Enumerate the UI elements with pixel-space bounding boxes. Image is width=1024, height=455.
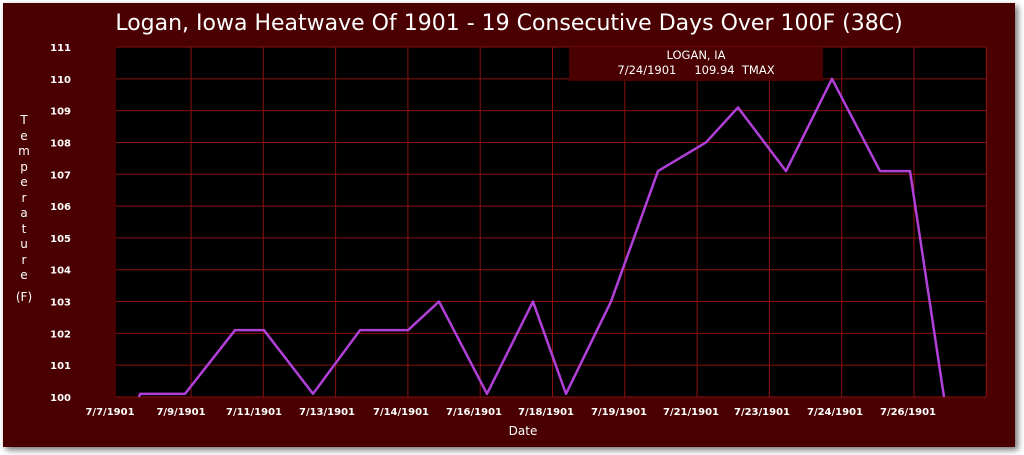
x-tick-label: 7/14/1901 <box>373 407 429 418</box>
tooltip-reading: 7/24/1901 109.94 TMAX <box>569 63 823 78</box>
x-tick-label: 7/21/1901 <box>663 407 719 418</box>
series-line <box>137 77 946 397</box>
x-tick-label: 7/24/1901 <box>807 407 863 418</box>
tooltip-value: 109.94 <box>694 63 735 77</box>
x-tick-label: 7/16/1901 <box>446 407 502 418</box>
y-axis-label-letter: p <box>20 159 28 174</box>
chart-svg: 100 101 102 103 104 105 106 107 108 109 110 111 7/7… <box>50 43 987 418</box>
x-tick-label: 7/13/1901 <box>299 407 355 418</box>
plot-area <box>116 47 986 397</box>
y-tick-label: 104 <box>50 266 71 277</box>
x-tick-label: 7/19/1901 <box>591 407 647 418</box>
tooltip-station: LOGAN, IA <box>666 48 726 62</box>
y-tick-label: 109 <box>50 107 71 118</box>
tooltip-date: 7/24/1901 <box>617 63 677 77</box>
y-tick-label: 102 <box>50 329 71 340</box>
y-tick-label: 108 <box>50 138 71 149</box>
y-tick-label: 100 <box>50 393 71 404</box>
y-axis-label-letter: t <box>21 221 27 236</box>
x-tick-labels: 7/7/1901 7/9/1901 7/11/1901 7/13/1901 7/14/1… <box>85 407 936 418</box>
data-tooltip: LOGAN, IA 7/24/1901 109.94 TMAX <box>569 47 823 81</box>
y-tick-label: 107 <box>50 170 71 181</box>
y-axis-label-letter: r <box>21 190 27 205</box>
y-tick-label: 101 <box>50 361 71 372</box>
y-axis-label-letter: e <box>20 128 28 143</box>
y-axis-label-letter: e <box>20 175 28 189</box>
x-tick-label: 7/11/1901 <box>226 407 282 418</box>
y-axis-label-letter: e <box>20 268 28 282</box>
x-tick-label: 7/26/1901 <box>880 407 936 418</box>
y-axis-label-letter: u <box>20 237 28 251</box>
y-tick-label: 110 <box>50 75 71 86</box>
x-tick-label: 7/7/1901 <box>85 407 134 418</box>
y-tick-label: 105 <box>50 234 71 245</box>
y-axis-label-letter: r <box>21 252 27 267</box>
y-axis-label-letter: m <box>18 144 30 158</box>
x-tick-label: 7/9/1901 <box>156 407 205 418</box>
series-layer <box>137 77 946 397</box>
tooltip-element: TMAX <box>741 63 775 77</box>
y-tick-label: 106 <box>50 202 71 213</box>
y-axis-label-letter: T <box>20 113 28 127</box>
chart-title: Logan, Iowa Heatwave Of 1901 - 19 Consec… <box>115 11 903 36</box>
y-tick-labels: 100 101 102 103 104 105 106 107 108 109 110 111 <box>50 43 71 404</box>
y-axis-unit: (F) <box>15 290 33 304</box>
x-tick-label: 7/23/1901 <box>734 407 790 418</box>
x-tick-label: 7/18/1901 <box>518 407 574 418</box>
x-axis-label: Date <box>508 424 538 438</box>
chart-frame: Logan, Iowa Heatwave Of 1901 - 19 Consec… <box>3 3 1015 447</box>
y-tick-label: 111 <box>50 43 71 54</box>
y-axis-label-letter: a <box>20 206 28 220</box>
grid-lines <box>116 46 987 398</box>
y-tick-label: 103 <box>50 298 71 309</box>
